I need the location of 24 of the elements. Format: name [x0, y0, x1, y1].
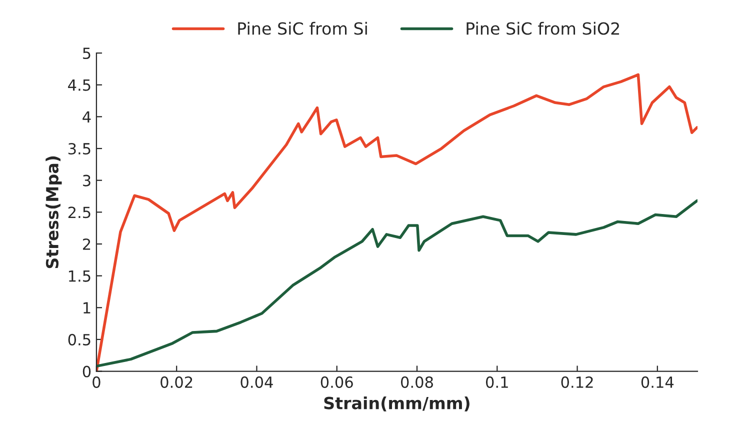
y-axis-title: Stress(Mpa) — [46, 156, 62, 268]
x-tick-label: 0.08 — [401, 376, 433, 388]
y-tick-label: 5 — [83, 48, 90, 60]
legend-label: Pine SiC from Si — [238, 22, 367, 35]
y-tick-label: 2 — [83, 238, 90, 250]
y-tick-label: 4.5 — [68, 80, 90, 91]
y-tick-label: 3.5 — [68, 142, 90, 155]
legend-label: Pine SiC from SiO2 — [466, 22, 620, 35]
x-tick-label: 0.06 — [320, 376, 353, 388]
x-tick-label: 0 — [92, 376, 100, 388]
x-tick-label: 0.04 — [240, 376, 273, 388]
y-tick-label: 3 — [83, 174, 90, 186]
y-tick-label: 0 — [82, 366, 91, 378]
x-tick-label: 0.1 — [486, 376, 508, 388]
x-axis-title: Strain(mm/mm) — [324, 396, 470, 412]
x-tick-label: 0.12 — [561, 376, 593, 388]
y-tick-label: 1 — [84, 302, 90, 314]
y-tick-label: 2.5 — [68, 206, 90, 218]
x-tick-label: 0.14 — [641, 376, 674, 388]
y-tick-label: 4 — [82, 111, 91, 122]
line-series — [96, 199, 698, 368]
y-tick-label: 1.5 — [68, 270, 90, 282]
y-tick-label: 0.5 — [68, 334, 90, 346]
x-tick-label: 0.02 — [160, 376, 192, 388]
